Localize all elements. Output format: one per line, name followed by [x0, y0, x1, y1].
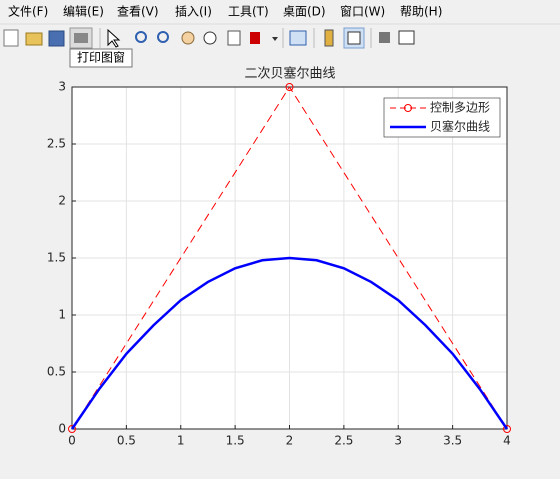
y-tick-label: 1: [58, 308, 66, 322]
series-line: [71, 86, 508, 430]
x-tick-label: 1.5: [226, 434, 245, 448]
y-tick-label: 2: [58, 194, 66, 208]
legend-label: 控制多边形: [430, 101, 490, 115]
tool-colorbar[interactable]: [324, 29, 334, 47]
tool-dropdown[interactable]: [272, 37, 278, 41]
menu-item[interactable]: 窗口(W): [340, 5, 385, 19]
tool-hide[interactable]: [379, 32, 390, 43]
tool-new[interactable]: [3, 29, 19, 47]
tool-print-icon: [74, 33, 88, 43]
x-tick-label: 3: [394, 434, 402, 448]
tool-datatip[interactable]: [227, 30, 241, 46]
legend-marker: [404, 104, 412, 112]
y-tick-label: 1.5: [47, 251, 66, 265]
menu-item[interactable]: 文件(F): [8, 4, 48, 19]
x-tick-label: 0: [68, 434, 76, 448]
y-tick-label: 2.5: [47, 137, 66, 151]
tool-dock[interactable]: [398, 30, 415, 45]
legend-label: 贝塞尔曲线: [430, 119, 490, 134]
tooltip-box: [69, 48, 133, 68]
marker: [285, 83, 294, 91]
tool-pointer[interactable]: [107, 28, 121, 48]
menu-bar: 文件(F) 编辑(E) 查看(V) 插入(I) 工具(T) 桌面(D) 窗口(W) 帮助(H): [8, 4, 442, 19]
menu-item[interactable]: 桌面(D): [283, 5, 326, 19]
y-tick-label: 0.5: [47, 365, 66, 379]
legend-box: [383, 97, 501, 138]
x-tick-label: 1: [177, 434, 185, 448]
menu-item[interactable]: 编辑(E): [63, 4, 104, 19]
y-tick-label: 0: [58, 422, 66, 436]
x-tick-label: 2.5: [334, 434, 353, 448]
marker: [68, 425, 76, 433]
tool-zoom-in[interactable]: [135, 31, 147, 43]
y-tick-label: 3: [58, 80, 66, 94]
x-tick-label: 4: [503, 434, 511, 448]
toolbar: [3, 27, 415, 49]
chart-title: 二次贝塞尔曲线: [244, 66, 335, 82]
tool-zoom-out[interactable]: [157, 31, 169, 43]
series-line: [70, 256, 509, 430]
x-tick-label: 0.5: [117, 434, 136, 448]
tool-save[interactable]: [48, 30, 65, 47]
tooltip: 打印图窗: [77, 51, 125, 65]
x-tick-label: 2: [286, 434, 294, 448]
x-tick-label: 3.5: [443, 434, 462, 448]
tool-link[interactable]: [289, 30, 307, 46]
tool-open[interactable]: [25, 32, 43, 46]
marker: [503, 425, 511, 433]
tool-brush[interactable]: [250, 32, 260, 44]
menu-item[interactable]: 查看(V): [117, 5, 159, 19]
menu-item[interactable]: 工具(T): [228, 5, 269, 19]
tool-rotate[interactable]: [203, 31, 217, 45]
tool-pan[interactable]: [181, 31, 195, 45]
menu-item[interactable]: 帮助(H): [400, 5, 442, 19]
tool-legend-icon: [347, 31, 361, 45]
menu-item[interactable]: 插入(I): [175, 5, 212, 19]
